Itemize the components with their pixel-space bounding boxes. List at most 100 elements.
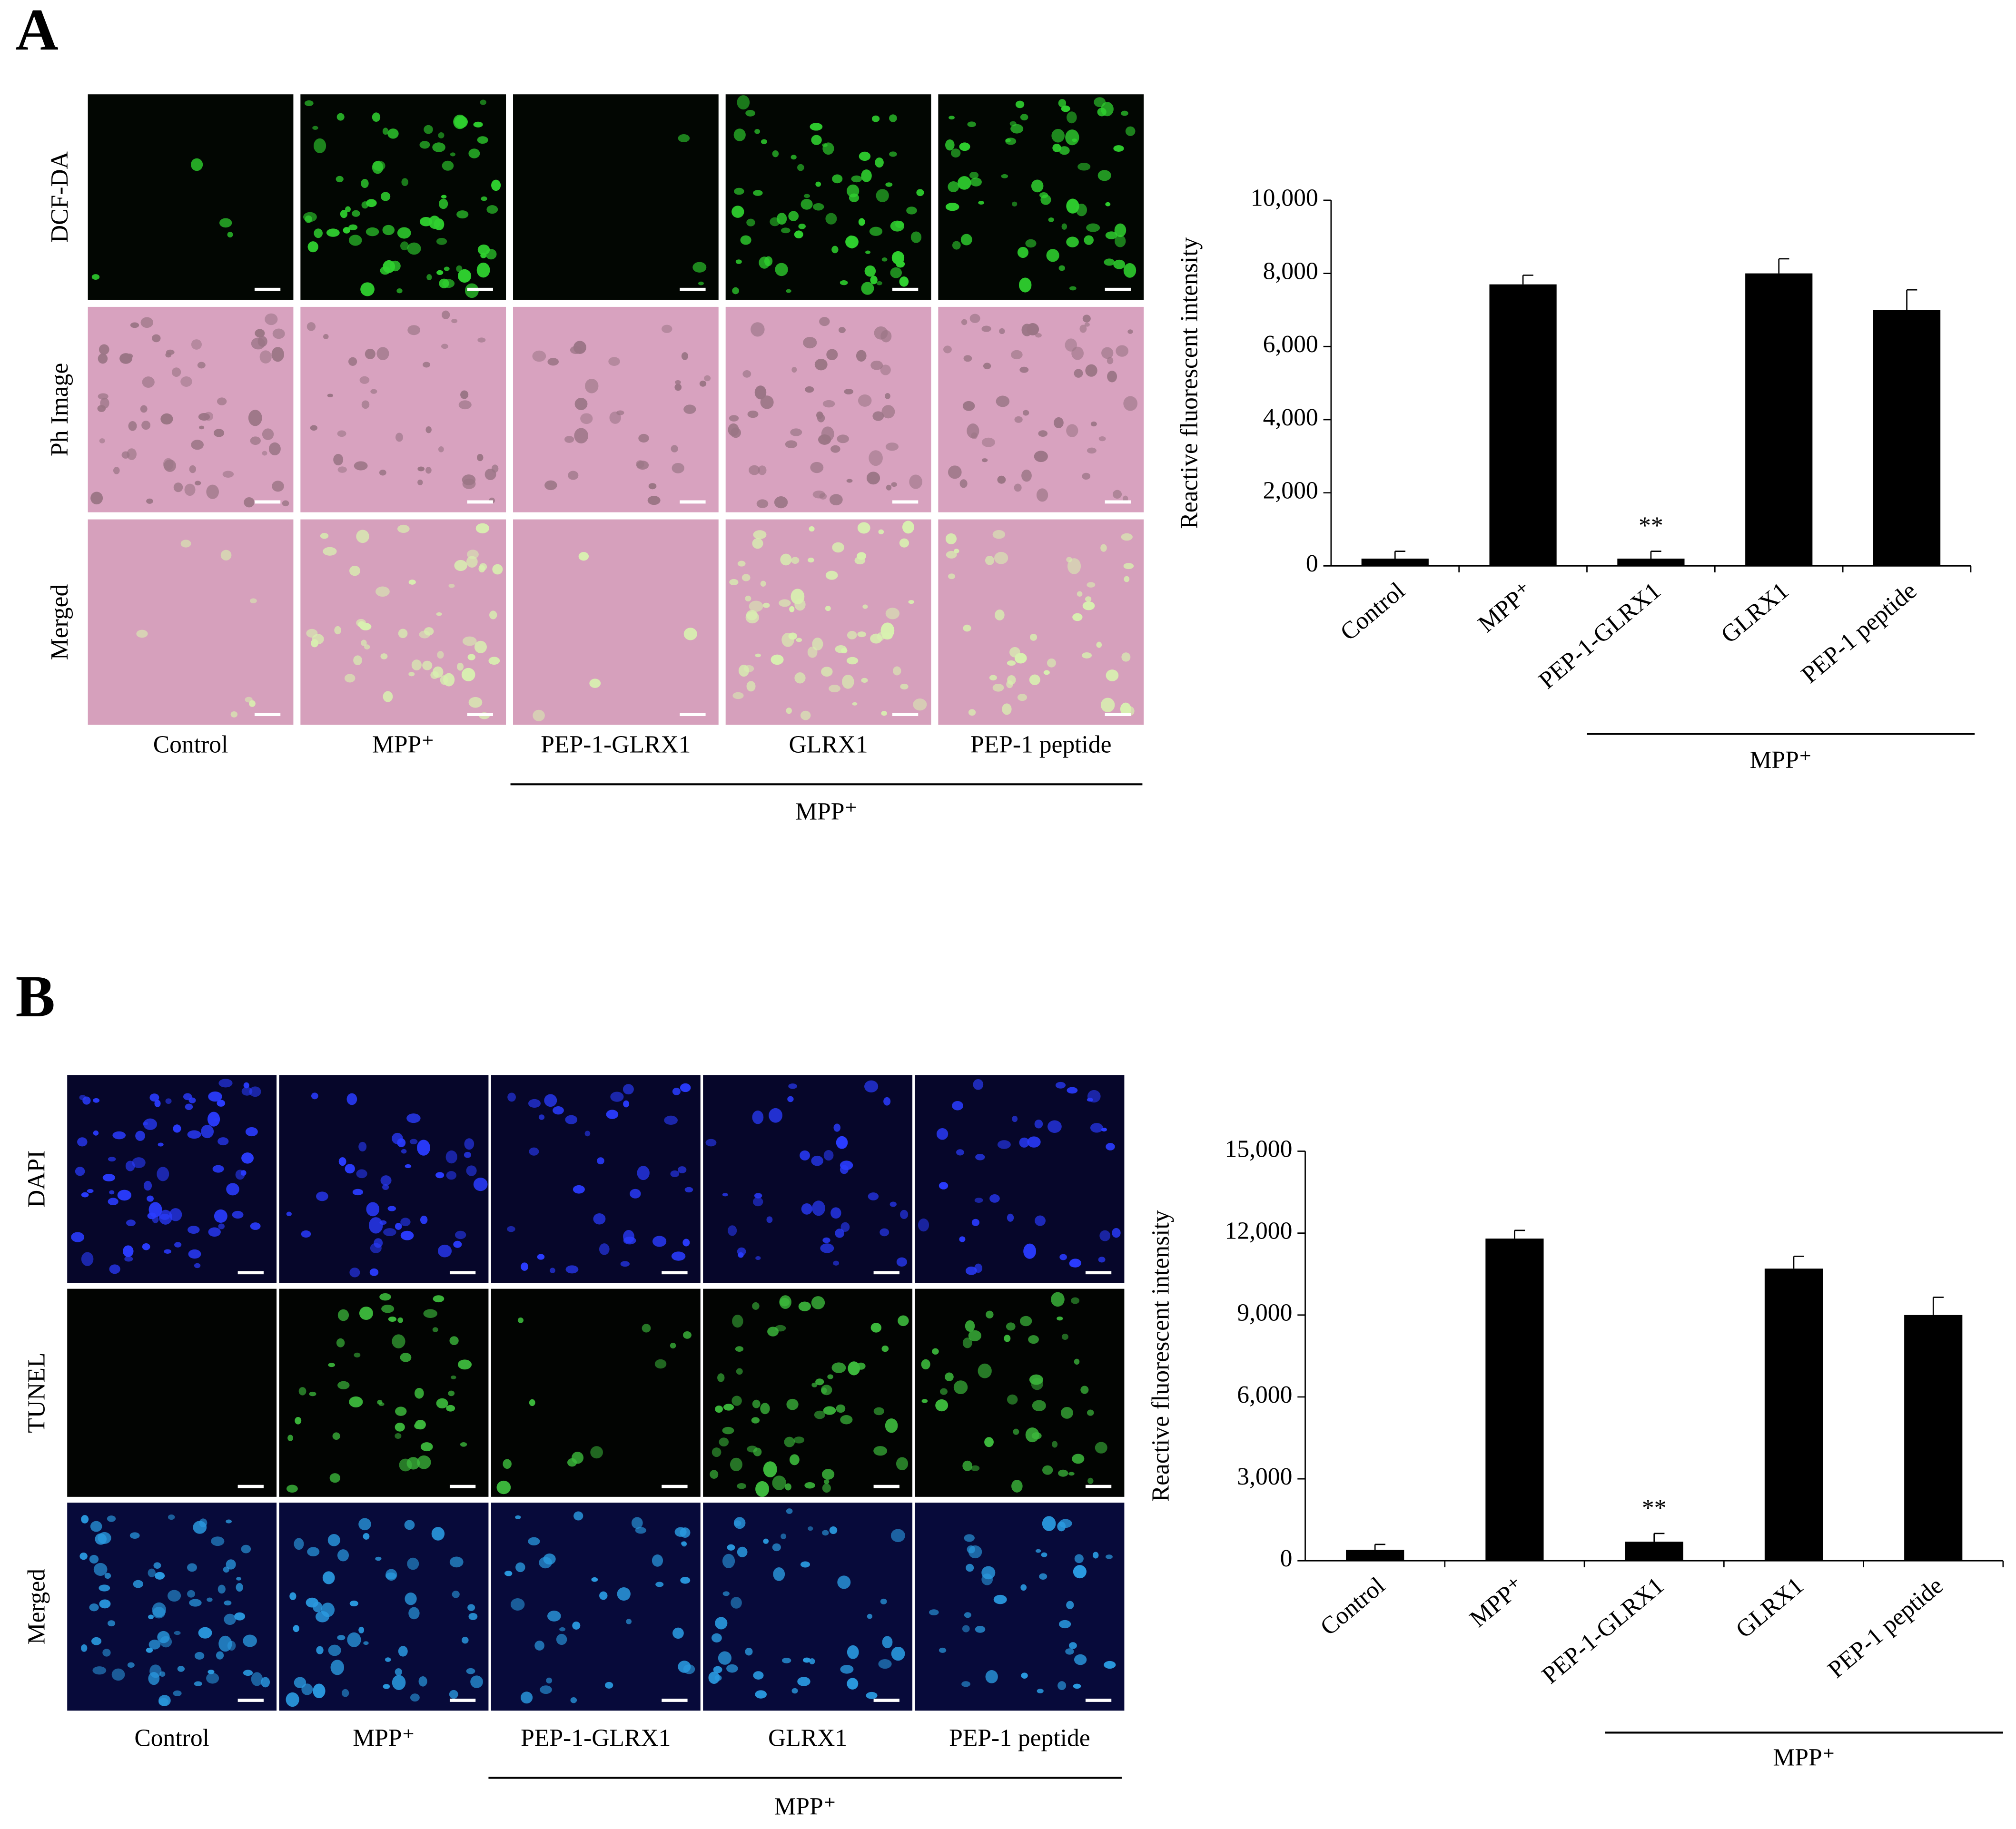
image-row-label: Merged [23, 1569, 50, 1645]
cell [1046, 249, 1059, 262]
cell [211, 1536, 225, 1546]
cell [730, 427, 741, 438]
cell [227, 1641, 236, 1651]
cell [945, 533, 957, 544]
cell [715, 1617, 728, 1630]
cell [781, 632, 794, 647]
cell [1061, 1334, 1068, 1340]
cell [245, 697, 253, 703]
cell [861, 169, 872, 182]
cell [1074, 1654, 1087, 1665]
cell [392, 1675, 406, 1690]
cell [540, 1685, 552, 1694]
cell [147, 1195, 154, 1202]
cell [873, 1446, 888, 1456]
cell [460, 1442, 467, 1447]
cell [515, 1562, 525, 1573]
cell [585, 378, 599, 393]
image-column-label: MPP⁺ [372, 731, 434, 758]
cell [492, 564, 503, 575]
cell [652, 1554, 663, 1567]
cell [379, 469, 386, 476]
cell [327, 1534, 340, 1546]
cell [864, 1080, 879, 1092]
cell [348, 224, 358, 230]
cell [965, 1266, 977, 1275]
cell [123, 1245, 134, 1258]
cell [397, 1138, 406, 1148]
cell [1085, 364, 1097, 377]
cell [75, 1167, 85, 1176]
cell [733, 128, 746, 141]
cell [477, 454, 484, 462]
cell [774, 496, 788, 509]
cell [684, 1187, 693, 1193]
y-tick-label: 8,000 [1263, 257, 1318, 285]
cell [1019, 366, 1029, 373]
cell [419, 630, 430, 639]
cell [496, 1480, 511, 1495]
cell [801, 1203, 812, 1215]
cell [1106, 1554, 1113, 1559]
cell [1034, 451, 1048, 462]
cell [468, 1613, 478, 1620]
x-tick-label: PEP-1 peptide [1796, 577, 1922, 688]
cell [844, 389, 854, 394]
cell [432, 1327, 438, 1332]
cell [847, 235, 854, 243]
cell [507, 1092, 516, 1102]
cell [361, 201, 369, 209]
cell [985, 1670, 998, 1683]
cell [219, 218, 232, 228]
cell [861, 678, 868, 683]
cell [574, 398, 588, 410]
cell [832, 174, 843, 184]
cell [752, 1197, 763, 1207]
cell [1031, 179, 1044, 193]
cell [372, 161, 384, 174]
cell [456, 210, 469, 219]
cell [546, 1677, 553, 1684]
cell [529, 1147, 539, 1156]
cell [484, 468, 496, 480]
cell [772, 150, 779, 157]
cell [255, 329, 265, 338]
significance-marker: ** [1639, 512, 1663, 540]
cell [869, 226, 883, 236]
cell [808, 557, 814, 563]
cell [1031, 1377, 1043, 1390]
cell [939, 1182, 949, 1190]
cell [71, 1232, 85, 1242]
cell [870, 360, 883, 370]
cell [1021, 324, 1033, 336]
cell [441, 195, 447, 199]
cell [306, 1597, 318, 1608]
cell [1020, 114, 1028, 121]
cell [896, 260, 905, 268]
cell [408, 672, 415, 677]
cell [810, 462, 824, 473]
cell [878, 1659, 892, 1669]
cell [344, 674, 356, 683]
cell [726, 1664, 738, 1673]
cell [168, 1514, 175, 1520]
cell [683, 404, 696, 414]
cell [672, 1627, 684, 1639]
cell [970, 177, 982, 187]
cell [446, 1405, 455, 1412]
micrograph-background [300, 94, 506, 300]
cell [994, 551, 1008, 564]
cell [791, 155, 797, 160]
cell [479, 563, 487, 570]
cell [847, 1678, 859, 1690]
cell [1077, 163, 1091, 171]
x-tick-label: GLRX1 [1716, 577, 1794, 649]
cell [881, 1345, 889, 1352]
cell [752, 1110, 764, 1124]
cell [353, 655, 362, 666]
cell [400, 241, 409, 251]
cell [729, 579, 739, 586]
cell [234, 1612, 246, 1621]
cell [1087, 582, 1096, 588]
cell [963, 355, 972, 362]
